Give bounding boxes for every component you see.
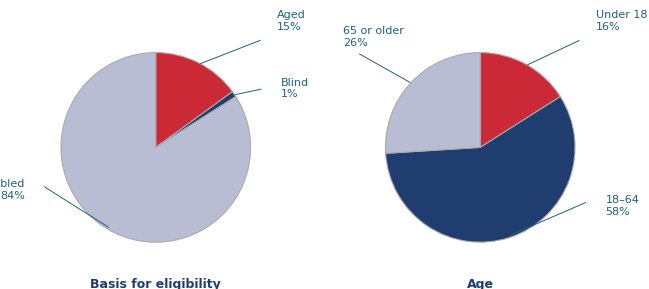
Wedge shape [61,53,251,242]
Wedge shape [156,92,236,147]
Text: Under 18
16%: Under 18 16% [596,10,648,32]
Text: Disabled
84%: Disabled 84% [0,179,25,201]
Wedge shape [386,53,480,153]
Text: Blind
1%: Blind 1% [281,78,309,99]
Wedge shape [156,53,232,147]
Text: 18–64
58%: 18–64 58% [606,195,639,217]
Text: Basis for eligibility: Basis for eligibility [90,278,221,289]
Wedge shape [386,97,575,242]
Text: Aged
15%: Aged 15% [277,10,306,32]
Wedge shape [480,53,560,147]
Text: 65 or older
26%: 65 or older 26% [343,26,404,48]
Text: Age: Age [467,278,494,289]
